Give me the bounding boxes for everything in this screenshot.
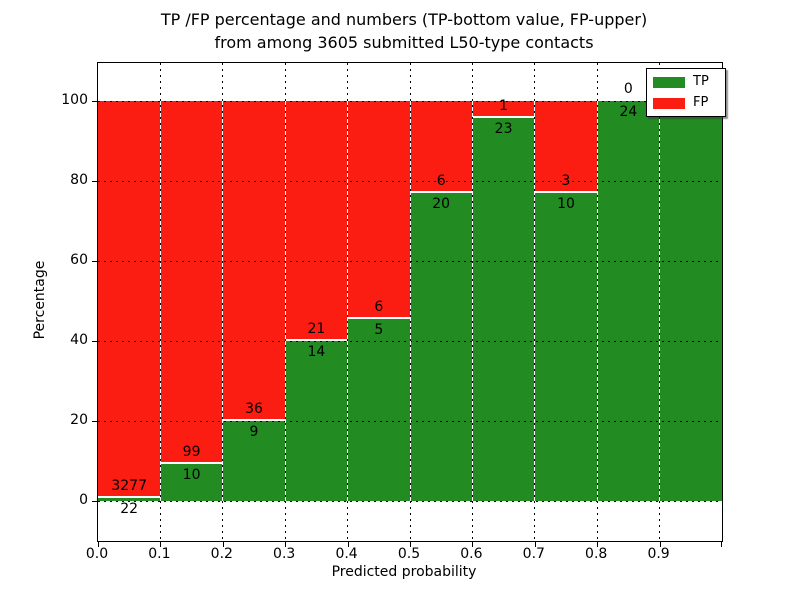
gridline-x-0.4 (347, 63, 349, 541)
x-axis-label: Predicted probability (331, 564, 477, 580)
y-tick-label-80: 80 (70, 172, 88, 188)
gridline-x-0.7 (534, 63, 536, 541)
x-tick-0.3 (285, 542, 287, 547)
tp-swatch-icon (653, 76, 685, 88)
bar-fp-0.0-0.1 (98, 101, 161, 499)
tp-count-label: 14 (307, 344, 326, 360)
x-tick-label-0.8: 0.8 (585, 546, 608, 562)
y-tick-label-60: 60 (70, 252, 88, 268)
tp-count-label: 23 (494, 120, 513, 137)
tp-count-label: 20 (432, 196, 451, 213)
x-tick-label-0.7: 0.7 (522, 546, 545, 562)
chart-title-line1: TP /FP percentage and numbers (TP-bottom… (160, 10, 648, 29)
bar-tp-0.6-0.7 (472, 117, 535, 501)
x-tick-label-0.0: 0.0 (85, 546, 109, 562)
x-tick-0.8 (597, 542, 599, 547)
fp-count-label: 6 (436, 173, 446, 190)
tp-count-label: 24 (619, 104, 638, 120)
fp-count-label: 0 (623, 81, 633, 97)
legend: TP FP (646, 68, 726, 117)
bar-fp-0.1-0.2 (160, 101, 223, 465)
x-tick-0.4 (347, 542, 349, 547)
fp-count-label: 99 (182, 444, 201, 461)
x-tick-label-0.2: 0.2 (210, 546, 233, 562)
legend-entry-fp: FP (653, 96, 719, 110)
fp-count-label: 36 (245, 401, 263, 417)
y-tick-0 (92, 501, 97, 502)
bar-tp-0.5-0.6 (410, 193, 473, 501)
bar-fp-0.5-0.6 (410, 101, 473, 194)
gridline-x-0.3 (284, 63, 286, 541)
gridline-x-0.8 (596, 63, 598, 541)
y-tick-40 (92, 341, 97, 342)
y-tick-label-0: 0 (79, 492, 88, 508)
gridline-x-0.1 (159, 63, 161, 541)
tp-count-label: 22 (120, 501, 139, 518)
fp-swatch-icon (653, 97, 685, 109)
x-tick-0 (98, 542, 99, 547)
legend-label-fp: FP (693, 95, 709, 110)
y-tick-60 (92, 261, 97, 262)
bar-fp-0.7-0.8 (534, 101, 598, 194)
y-tick-100 (92, 101, 97, 102)
bar-tp-0.2-0.3 (222, 421, 286, 501)
x-tick-0.2 (222, 542, 224, 547)
x-tick-label-0.1: 0.1 (148, 546, 171, 562)
y-axis-label: Percentage (32, 260, 48, 340)
bar-tp-0.1-0.2 (160, 464, 223, 501)
gridline-x-0.9 (659, 63, 661, 541)
tp-count-label: 5 (374, 322, 384, 339)
x-tick-label-0.9: 0.9 (647, 546, 670, 562)
gridline-x-0.6 (471, 63, 473, 541)
x-tick-0.7 (534, 542, 536, 547)
gridline-x-0.2 (222, 63, 224, 541)
bar-tp-0.0-0.1 (98, 498, 161, 501)
y-tick-label-40: 40 (70, 332, 88, 348)
x-tick-0.6 (472, 542, 474, 547)
y-tick-label-20: 20 (70, 412, 88, 428)
legend-entry-tp: TP (653, 75, 719, 89)
plot-area: TP FP 3277229910369211465620123310024019 (92, 62, 726, 547)
bar-fp-0.4-0.5 (347, 101, 410, 320)
chart-title-line2: from among 3605 submitted L50-type conta… (214, 33, 594, 52)
y-tick-80 (92, 181, 97, 182)
bar-tp-0.9-1.0 (659, 101, 722, 501)
x-tick-label-0.3: 0.3 (273, 546, 296, 562)
fp-count-label: 6 (374, 299, 384, 316)
bar-fp-0.6-0.7 (472, 101, 535, 118)
bar-tp-0.7-0.8 (534, 193, 598, 501)
x-tick-0.9 (659, 542, 661, 547)
x-tick-0.1 (160, 542, 162, 547)
fp-count-label: 21 (307, 321, 326, 337)
tp-count-label: 9 (249, 424, 259, 440)
tp-count-label: 10 (557, 196, 575, 213)
y-tick-20 (92, 421, 97, 422)
x-tick-label-0.6: 0.6 (460, 546, 483, 562)
x-tick-1 (721, 542, 722, 547)
x-tick-label-0.4: 0.4 (335, 546, 358, 562)
x-tick-0.5 (410, 542, 411, 547)
legend-label-tp: TP (693, 74, 709, 89)
y-tick-label-100: 100 (61, 92, 88, 108)
fp-count-label: 3277 (111, 478, 147, 495)
gridline-x-0.5 (409, 63, 411, 541)
x-tick-label-0.5: 0.5 (397, 546, 421, 562)
bar-tp-0.4-0.5 (347, 319, 410, 501)
tp-count-label: 10 (182, 467, 201, 484)
bar-fp-0.3-0.4 (285, 101, 348, 341)
fp-count-label: 3 (561, 173, 571, 190)
bar-tp-0.8-0.9 (597, 101, 660, 501)
fp-count-label: 1 (499, 97, 509, 114)
